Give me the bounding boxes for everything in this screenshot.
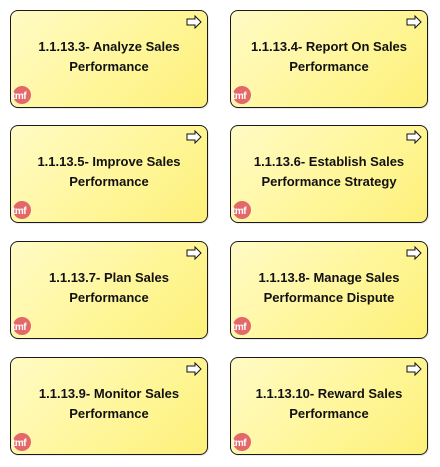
process-label: 1.1.13.10- Reward Sales Performance — [255, 386, 403, 421]
process-label: 1.1.13.6- Establish Sales Performance St… — [253, 154, 405, 189]
process-arrow-icon — [406, 362, 422, 376]
process-arrow-icon — [186, 362, 202, 376]
process-label: 1.1.13.3- Analyze Sales Performance — [38, 39, 180, 74]
process-box-1-1-13-5[interactable]: 1.1.13.5- Improve Sales Performance tmf — [10, 125, 208, 223]
process-box-1-1-13-6[interactable]: 1.1.13.6- Establish Sales Performance St… — [230, 125, 428, 223]
process-box-1-1-13-10[interactable]: 1.1.13.10- Reward Sales Performance tmf — [230, 357, 428, 455]
process-label: 1.1.13.8- Manage Sales Performance Dispu… — [258, 270, 400, 305]
process-arrow-icon — [186, 246, 202, 260]
tmf-badge-icon: tmf — [231, 85, 255, 107]
tmf-badge-icon: tmf — [11, 316, 35, 338]
process-arrow-icon — [406, 130, 422, 144]
process-arrow-icon — [406, 246, 422, 260]
process-box-1-1-13-9[interactable]: 1.1.13.9- Monitor Sales Performance tmf — [10, 357, 208, 455]
process-label: 1.1.13.5- Improve Sales Performance — [37, 154, 181, 189]
process-arrow-icon — [186, 130, 202, 144]
process-label: 1.1.13.9- Monitor Sales Performance — [38, 386, 180, 421]
tmf-badge-icon: tmf — [11, 85, 35, 107]
process-box-1-1-13-3[interactable]: 1.1.13.3- Analyze Sales Performance tmf — [10, 10, 208, 108]
tmf-badge-icon: tmf — [11, 200, 35, 222]
tmf-badge-icon: tmf — [231, 200, 255, 222]
process-box-1-1-13-7[interactable]: 1.1.13.7- Plan Sales Performance tmf — [10, 241, 208, 339]
tmf-badge-icon: tmf — [231, 316, 255, 338]
process-arrow-icon — [406, 15, 422, 29]
process-box-1-1-13-8[interactable]: 1.1.13.8- Manage Sales Performance Dispu… — [230, 241, 428, 339]
process-arrow-icon — [186, 15, 202, 29]
tmf-badge-icon: tmf — [231, 432, 255, 454]
tmf-badge-icon: tmf — [11, 432, 35, 454]
process-box-1-1-13-4[interactable]: 1.1.13.4- Report On Sales Performance tm… — [230, 10, 428, 108]
process-label: 1.1.13.4- Report On Sales Performance — [250, 39, 408, 74]
process-label: 1.1.13.7- Plan Sales Performance — [49, 270, 169, 305]
